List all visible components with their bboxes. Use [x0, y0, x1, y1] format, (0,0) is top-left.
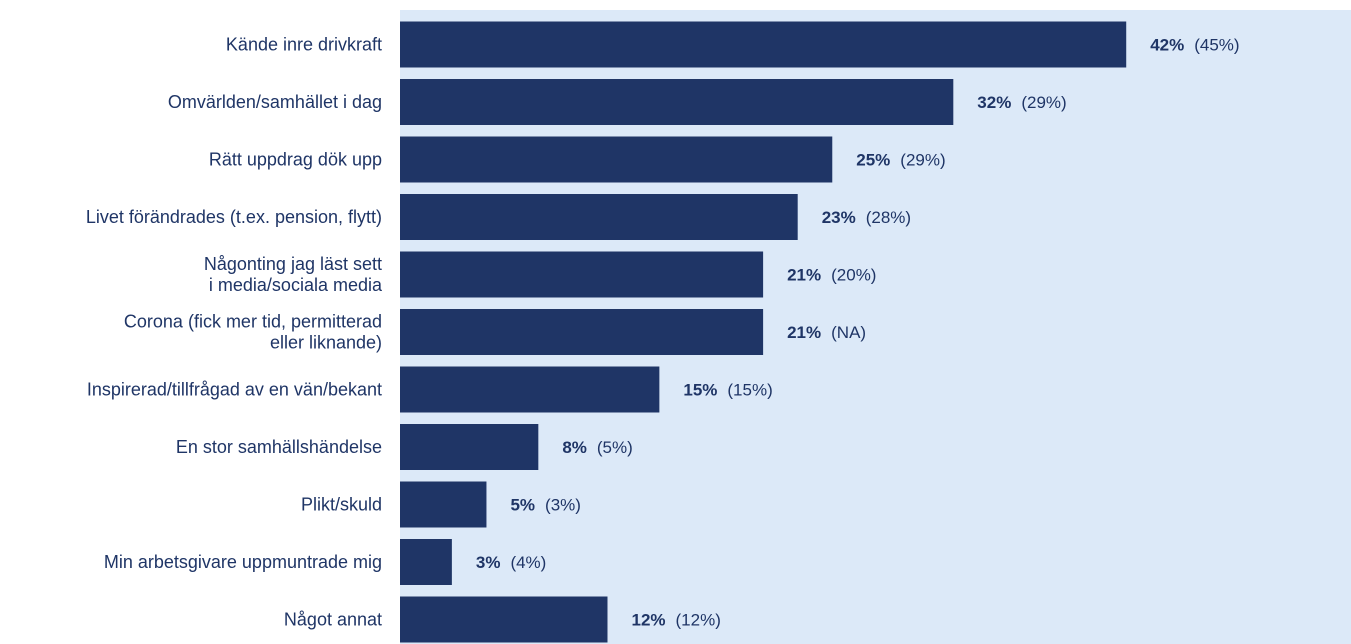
- bars-layer: [400, 21, 1127, 643]
- category-label: Någonting jag läst sett i media/sociala m…: [204, 254, 383, 295]
- value-label-previous: (29%): [1021, 93, 1066, 112]
- value-label: 15% (15%): [683, 381, 772, 400]
- bar-5: [400, 309, 764, 355]
- bar-4: [400, 251, 764, 298]
- value-label-current: 8%: [562, 438, 587, 457]
- category-label: Plikt/skuld: [301, 495, 382, 515]
- value-label-current: 42%: [1150, 36, 1184, 55]
- value-label: 42% (45%): [1150, 36, 1239, 55]
- category-label: Kände inre drivkraft: [226, 35, 382, 55]
- bar-2: [400, 136, 833, 183]
- bar-9: [400, 539, 452, 585]
- value-label-previous: (5%): [597, 438, 633, 457]
- value-label: 25% (29%): [856, 151, 945, 170]
- value-label-previous: (45%): [1194, 36, 1239, 55]
- bar-6: [400, 366, 660, 413]
- value-label-previous: (29%): [900, 151, 945, 170]
- category-label: Livet förändrades (t.ex. pension, flytt): [86, 207, 382, 227]
- value-label-current: 3%: [476, 553, 501, 572]
- value-label: 8% (5%): [562, 438, 632, 457]
- value-label-current: 12%: [631, 611, 665, 630]
- value-label-current: 32%: [977, 93, 1011, 112]
- value-label: 3% (4%): [476, 553, 546, 572]
- value-label-current: 21%: [787, 323, 821, 342]
- value-label-previous: (3%): [545, 496, 581, 515]
- bar-8: [400, 481, 487, 528]
- category-label: Omvärlden/samhället i dag: [168, 92, 382, 112]
- value-label: 12% (12%): [631, 611, 720, 630]
- category-labels-layer: Kände inre drivkraft Omvärlden/samhället …: [86, 35, 383, 630]
- bar-0: [400, 21, 1127, 68]
- value-label: 21% (20%): [787, 266, 876, 285]
- value-label-previous: (NA): [831, 323, 866, 342]
- category-label: Rätt uppdrag dök upp: [209, 150, 382, 170]
- value-label-previous: (4%): [510, 553, 546, 572]
- value-label: 21% (NA): [787, 323, 866, 342]
- bar-3: [400, 194, 798, 240]
- category-label: Inspirerad/tillfrågad av en vän/bekant: [87, 380, 382, 400]
- value-label-previous: (28%): [866, 208, 911, 227]
- value-label-current: 5%: [510, 496, 535, 515]
- value-label-current: 21%: [787, 266, 821, 285]
- bar-1: [400, 79, 954, 125]
- value-label: 5% (3%): [510, 496, 580, 515]
- category-label: Corona (fick mer tid, permitterad eller l…: [124, 312, 382, 353]
- value-labels-layer: 42% (45%) 32% (29%) 25% (29%) 23% (28%) 21% (20%)…: [476, 36, 1240, 630]
- value-label-current: 25%: [856, 151, 890, 170]
- value-label-previous: (12%): [676, 611, 721, 630]
- category-label: Min arbetsgivare uppmuntrade mig: [104, 552, 382, 572]
- category-label: Något annat: [284, 610, 382, 630]
- bar-10: [400, 596, 608, 643]
- value-label: 23% (28%): [822, 208, 911, 227]
- category-label: En stor samhällshändelse: [176, 437, 382, 457]
- value-label: 32% (29%): [977, 93, 1066, 112]
- value-label-current: 23%: [822, 208, 856, 227]
- value-label-current: 15%: [683, 381, 717, 400]
- value-label-previous: (15%): [727, 381, 772, 400]
- bar-7: [400, 424, 539, 470]
- value-label-previous: (20%): [831, 266, 876, 285]
